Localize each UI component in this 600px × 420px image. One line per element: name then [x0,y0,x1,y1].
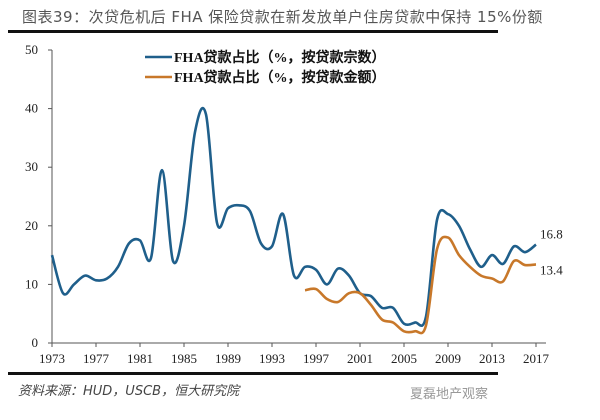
series-line-1 [50,106,537,327]
y-tick-label: 20 [25,218,38,233]
y-tick-label: 30 [25,159,38,174]
x-tick-label: 1981 [127,351,153,366]
y-tick-label: 50 [25,42,38,57]
source-note: 资料来源：HUD，USCB，恒大研究院 [18,384,240,399]
x-tick-label: 1997 [303,351,330,366]
end-value-label: 13.4 [540,262,563,277]
x-tick-label: 1989 [215,351,241,366]
watermark: 夏磊地产观察 [410,387,489,402]
x-tick-label: 2005 [391,351,417,366]
x-tick-label: 2013 [479,351,505,366]
x-tick-label: 1977 [83,351,110,366]
x-tick-label: 2017 [523,351,550,366]
x-tick-label: 1973 [39,351,65,366]
legend-label: FHA贷款占比（%，按贷款宗数） [174,49,386,66]
y-tick-label: 40 [25,101,38,116]
footer-rule [8,372,498,375]
series-line-2 [304,235,537,335]
chart-title: 图表39：次贷危机后 FHA 保险贷款在新发放单户住房贷款中保持 15%份额 [22,8,543,26]
y-tick-label: 0 [32,335,39,350]
end-value-label: 16.8 [540,227,563,242]
y-tick-label: 10 [25,276,38,291]
title-rule [8,30,498,33]
legend-label: FHA贷款占比（%，按贷款金额） [174,69,386,86]
x-tick-label: 2001 [347,351,373,366]
x-tick-label: 2009 [435,351,461,366]
x-tick-label: 1985 [171,351,197,366]
x-tick-label: 1993 [259,351,285,366]
